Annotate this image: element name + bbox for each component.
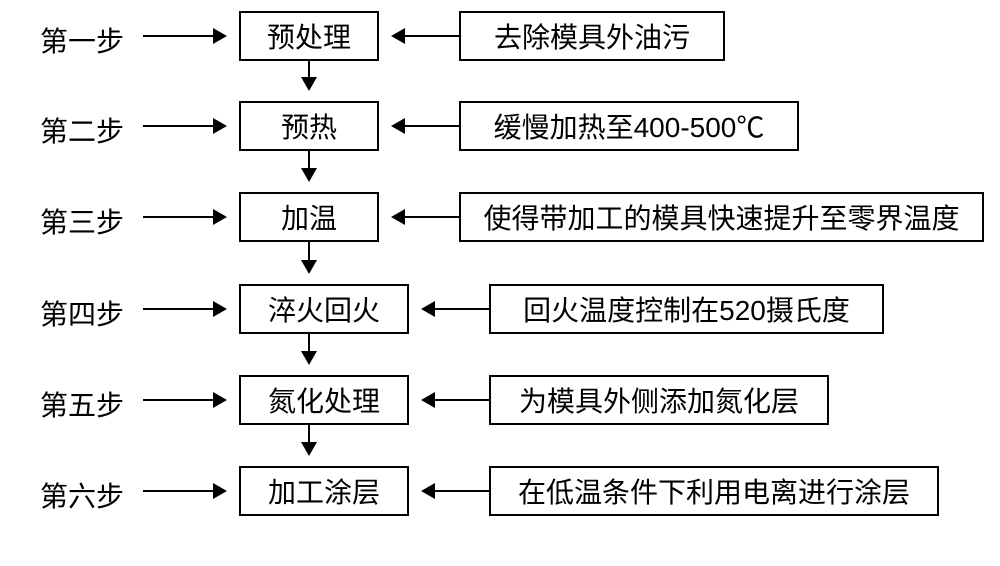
arrow-desc-to-center-1 xyxy=(393,35,459,37)
arrow-step-to-center-4 xyxy=(143,308,225,310)
desc-box-2: 缓慢加热至400-500℃ xyxy=(459,101,799,151)
arrow-down-5 xyxy=(308,425,310,454)
desc-box-1: 去除模具外油污 xyxy=(459,11,725,61)
desc-box-4: 回火温度控制在520摄氏度 xyxy=(489,284,884,334)
arrow-desc-to-center-6 xyxy=(423,490,489,492)
step-label-1: 第一步 xyxy=(40,20,124,60)
arrow-desc-to-center-5 xyxy=(423,399,489,401)
arrow-step-to-center-5 xyxy=(143,399,225,401)
arrow-step-to-center-6 xyxy=(143,490,225,492)
desc-box-5: 为模具外侧添加氮化层 xyxy=(489,375,829,425)
arrow-down-3 xyxy=(308,242,310,272)
step-label-4: 第四步 xyxy=(40,293,124,333)
center-box-6: 加工涂层 xyxy=(239,466,409,516)
desc-box-6: 在低温条件下利用电离进行涂层 xyxy=(489,466,939,516)
desc-box-3: 使得带加工的模具快速提升至零界温度 xyxy=(459,192,984,242)
center-box-3: 加温 xyxy=(239,192,379,242)
arrow-down-1 xyxy=(308,61,310,89)
step-label-5: 第五步 xyxy=(40,384,124,424)
center-box-2: 预热 xyxy=(239,101,379,151)
step-label-2: 第二步 xyxy=(40,110,124,150)
center-box-5: 氮化处理 xyxy=(239,375,409,425)
arrow-desc-to-center-3 xyxy=(393,216,459,218)
arrow-down-2 xyxy=(308,151,310,180)
step-label-3: 第三步 xyxy=(40,201,124,241)
arrow-desc-to-center-4 xyxy=(423,308,489,310)
arrow-step-to-center-2 xyxy=(143,125,225,127)
arrow-step-to-center-3 xyxy=(143,216,225,218)
center-box-4: 淬火回火 xyxy=(239,284,409,334)
step-label-6: 第六步 xyxy=(40,475,124,515)
arrow-down-4 xyxy=(308,334,310,363)
center-box-1: 预处理 xyxy=(239,11,379,61)
arrow-desc-to-center-2 xyxy=(393,125,459,127)
arrow-step-to-center-1 xyxy=(143,35,225,37)
